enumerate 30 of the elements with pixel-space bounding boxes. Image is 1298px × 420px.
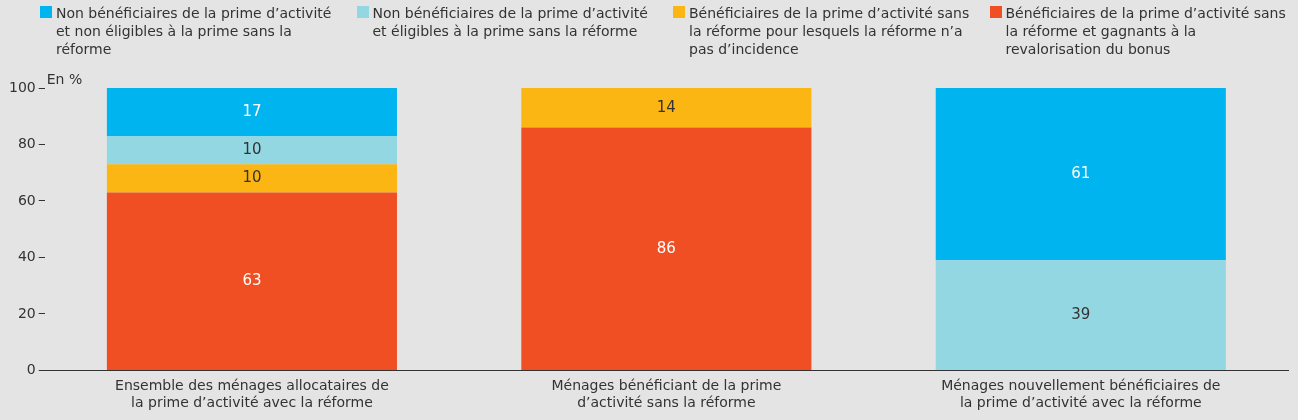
y-tick-label: 100 (8, 78, 36, 95)
data-label: 14 (656, 97, 676, 116)
data-label: 17 (242, 101, 262, 120)
legend-label: Bénéficiaires de la prime d’activité sans la réforme pour lesquels la réforme n’a pas d’incidence (689, 4, 971, 58)
y-tick-label: 80 (17, 135, 36, 152)
legend-label: Non bénéficiaires de la prime d’activité et non éligibles à la prime sans la réforme (56, 4, 333, 58)
legend-label: Bénéficiaires de la prime d’activité sans la réforme et gagnants à la revalorisation du bonus (1005, 4, 1287, 58)
data-label: 61 (1071, 164, 1091, 183)
data-label: 86 (656, 238, 676, 257)
bar (935, 260, 1226, 370)
bar (106, 88, 397, 137)
data-label: 10 (242, 140, 262, 159)
y-tick-label: 60 (17, 191, 36, 208)
bar (106, 164, 397, 193)
bar (521, 88, 812, 128)
legend-label: Non bénéficiaires de la prime d’activité et éligibles à la prime sans la réforme (372, 4, 649, 40)
bar (106, 136, 397, 165)
x-tick-label: Ménages nouvellement bénéficiaires de la prime d’activité avec la réforme (941, 377, 1221, 411)
x-tick-label: Ensemble des ménages allocataires de la prime d’activité avec la réforme (115, 377, 389, 411)
y-tick-label: 20 (17, 304, 36, 321)
bar (521, 127, 812, 370)
data-label: 10 (242, 168, 262, 187)
data-label: 39 (1071, 304, 1091, 323)
y-tick-label: 40 (17, 248, 36, 265)
x-tick-label: Ménages bénéficiant de la prime d’activité sans la réforme (551, 377, 782, 411)
bar (935, 88, 1226, 261)
data-label: 63 (242, 271, 262, 290)
y-tick-label: 0 (26, 361, 36, 378)
y-axis-title: En % (46, 70, 83, 87)
bar (106, 192, 397, 370)
